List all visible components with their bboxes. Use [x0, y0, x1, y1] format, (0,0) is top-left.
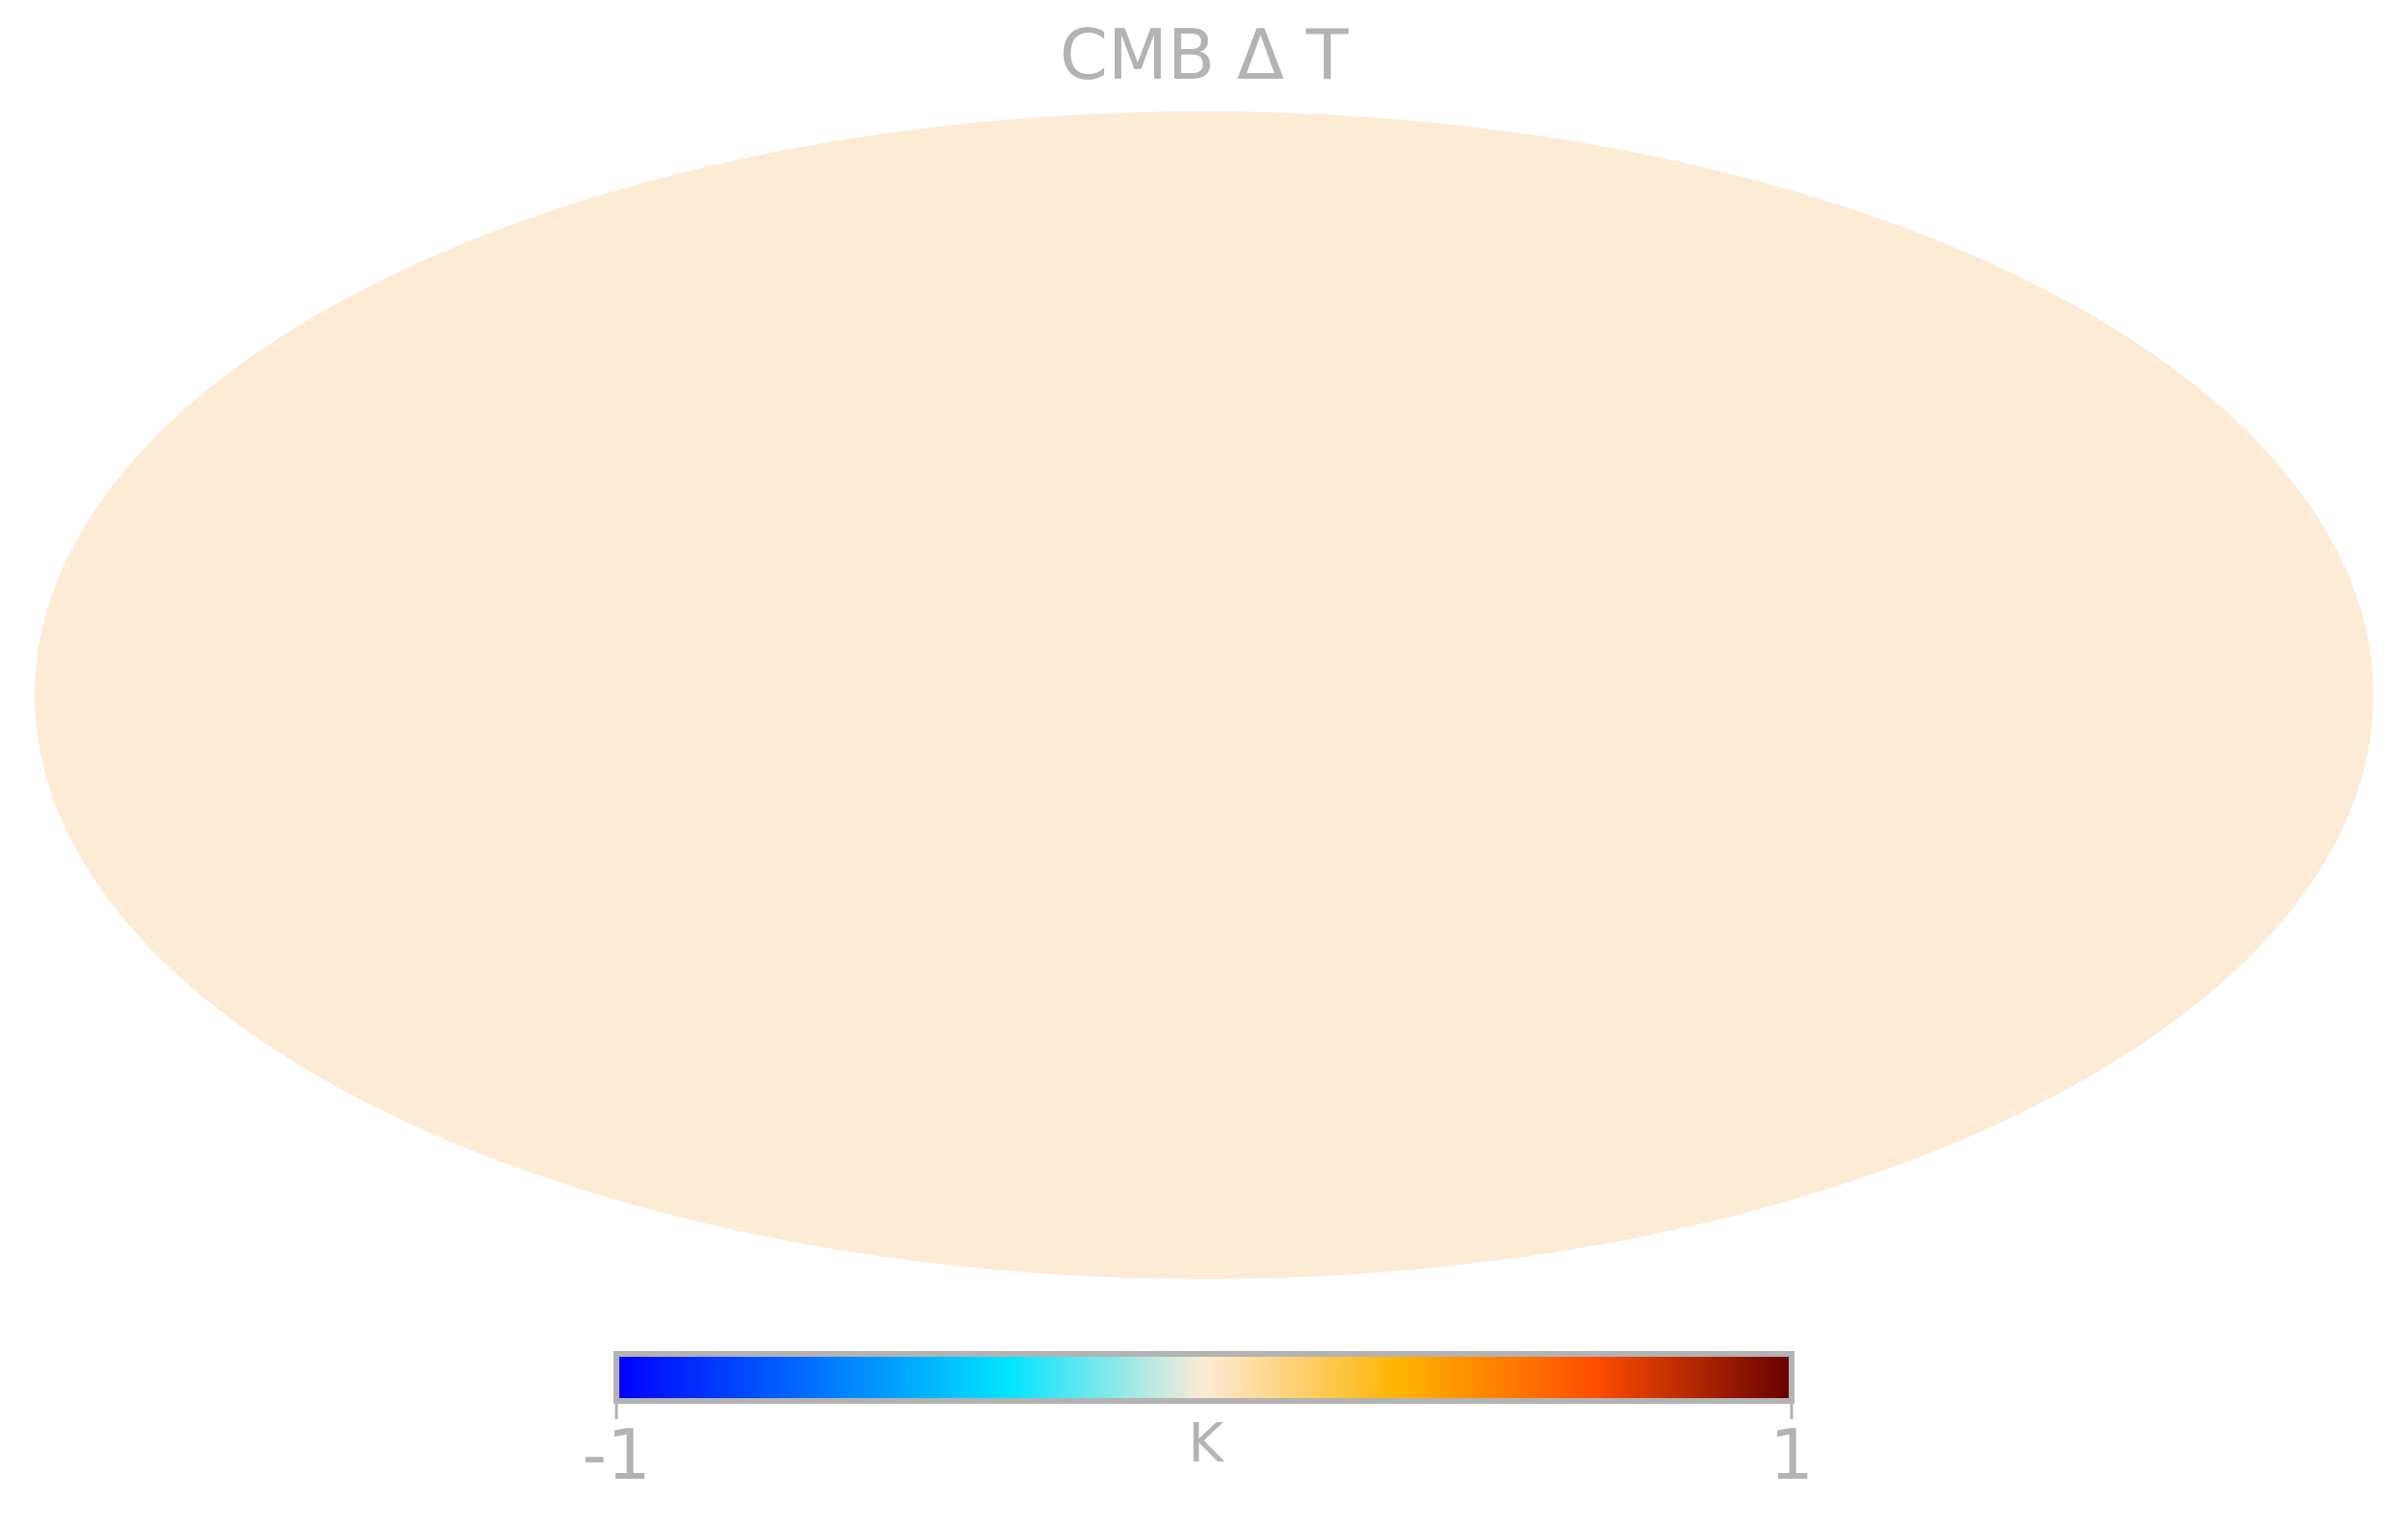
sky-map: [35, 111, 2373, 1279]
colorbar-tick-label-min: -1: [582, 1414, 651, 1495]
colorbar-gradient: [614, 1351, 1794, 1404]
colorbar-tick-label-max: 1: [1770, 1414, 1814, 1495]
colorbar: -1 1 K: [582, 1351, 1814, 1495]
chart-title: CMB Δ T: [1060, 14, 1350, 95]
colorbar-unit-label: K: [1189, 1412, 1225, 1475]
